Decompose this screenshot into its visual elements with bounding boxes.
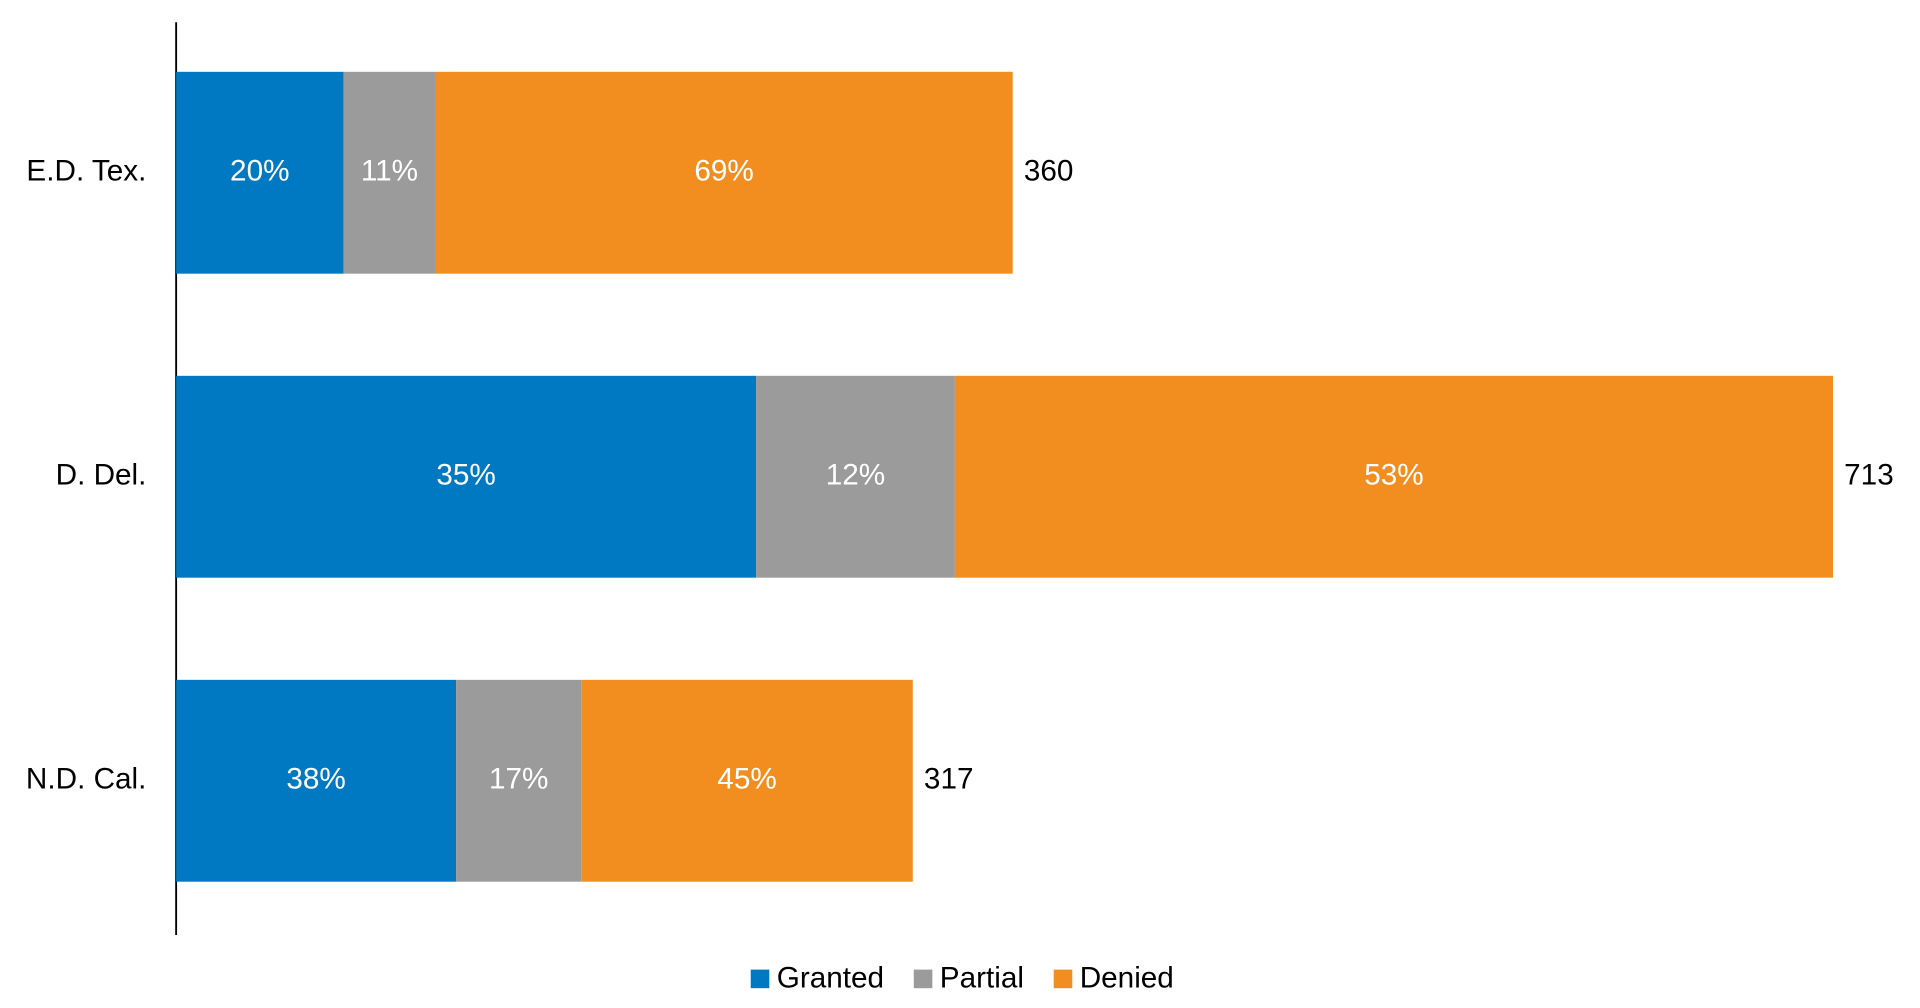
data-label: 11% [361, 155, 418, 188]
data-label: 35% [436, 459, 495, 492]
legend-label: Partial [940, 961, 1024, 994]
data-label: 45% [717, 763, 776, 796]
category-label: E.D. Tex. [26, 155, 146, 188]
legend-swatch [1054, 970, 1073, 989]
data-label: 20% [230, 155, 289, 188]
data-label: 69% [694, 155, 753, 188]
data-label: 12% [826, 459, 885, 492]
category-label: N.D. Cal. [26, 763, 146, 796]
legend-label: Denied [1080, 961, 1174, 994]
legend-swatch [914, 970, 933, 989]
legend-swatch [751, 970, 770, 989]
total-label: 360 [1024, 155, 1074, 188]
data-label: 38% [286, 763, 345, 796]
page: {"chart_data": {"type": "stacked-bar-hor… [0, 0, 1920, 1008]
data-label: 53% [1364, 459, 1423, 492]
category-label: D. Del. [56, 459, 147, 492]
total-label: 713 [1844, 459, 1894, 492]
legend-label: Granted [777, 961, 884, 994]
data-label: 17% [489, 763, 548, 796]
chart: E.D. Tex. 20% 11% 69% 360 D. Del. 35% 12% 53% 713… [0, 0, 1920, 1008]
total-label: 317 [924, 763, 974, 796]
